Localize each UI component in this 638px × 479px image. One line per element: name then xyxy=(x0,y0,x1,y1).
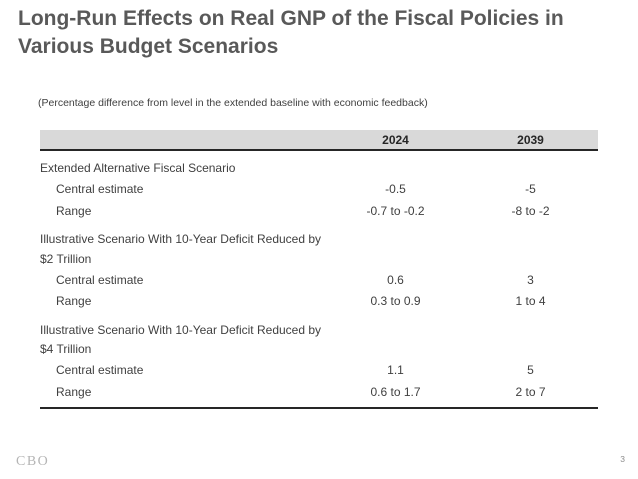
table-row: Range -0.7 to -0.2 -8 to -2 xyxy=(40,201,598,223)
value-2039: 3 xyxy=(527,272,534,287)
value-2039: -5 xyxy=(525,182,536,197)
value-2024: 0.6 xyxy=(387,272,404,287)
table-header-2039: 2039 xyxy=(517,132,544,147)
table-row: Range 0.3 to 0.9 1 to 4 xyxy=(40,291,598,313)
table-row: Central estimate -0.5 -5 xyxy=(40,179,598,201)
value-2024: 0.3 to 0.9 xyxy=(370,294,421,309)
table-header-row: 2024 2039 xyxy=(40,130,598,151)
value-2024: -0.7 to -0.2 xyxy=(366,203,425,218)
row-label: Central estimate xyxy=(56,272,144,287)
table-group-deficit-2-trillion: Illustrative Scenario With 10-Year Defic… xyxy=(40,229,598,313)
slide-title-line1: Long-Run Effects on Real GNP of the Fisc… xyxy=(18,7,564,30)
page-number: 3 xyxy=(620,454,625,464)
row-label: Range xyxy=(56,384,92,399)
row-label: Range xyxy=(56,294,92,309)
value-2039: 5 xyxy=(527,363,534,378)
table-header-2024: 2024 xyxy=(382,132,409,147)
slide-title-line2: Various Budget Scenarios xyxy=(18,35,279,59)
group-header: Illustrative Scenario With 10-Year Defic… xyxy=(40,232,322,266)
table-group-extended-alternative: Extended Alternative Fiscal Scenario Cen… xyxy=(40,158,598,222)
value-2024: 1.1 xyxy=(387,363,404,378)
table-row: Central estimate 0.6 3 xyxy=(40,270,598,292)
cbo-logo: CBO xyxy=(16,454,50,469)
gnp-effects-table: 2024 2039 Extended Alternative Fiscal Sc… xyxy=(40,130,598,409)
group-header: Extended Alternative Fiscal Scenario xyxy=(40,161,236,175)
value-2024: 0.6 to 1.7 xyxy=(370,384,421,399)
slide-subtitle: (Percentage difference from level in the… xyxy=(38,97,428,109)
value-2039: 2 to 7 xyxy=(515,384,546,399)
slide-title: Long-Run Effects on Real GNP of the Fisc… xyxy=(18,5,618,62)
value-2039: -8 to -2 xyxy=(511,203,550,218)
group-header: Illustrative Scenario With 10-Year Defic… xyxy=(40,322,322,357)
row-label: Central estimate xyxy=(56,363,144,378)
row-label: Central estimate xyxy=(56,182,144,197)
table-row: Range 0.6 to 1.7 2 to 7 xyxy=(40,382,598,404)
value-2039: 1 to 4 xyxy=(515,294,546,309)
table-row: Central estimate 1.1 5 xyxy=(40,360,598,382)
value-2024: -0.5 xyxy=(385,182,406,197)
table-group-deficit-4-trillion: Illustrative Scenario With 10-Year Defic… xyxy=(40,320,598,404)
row-label: Range xyxy=(56,203,92,218)
